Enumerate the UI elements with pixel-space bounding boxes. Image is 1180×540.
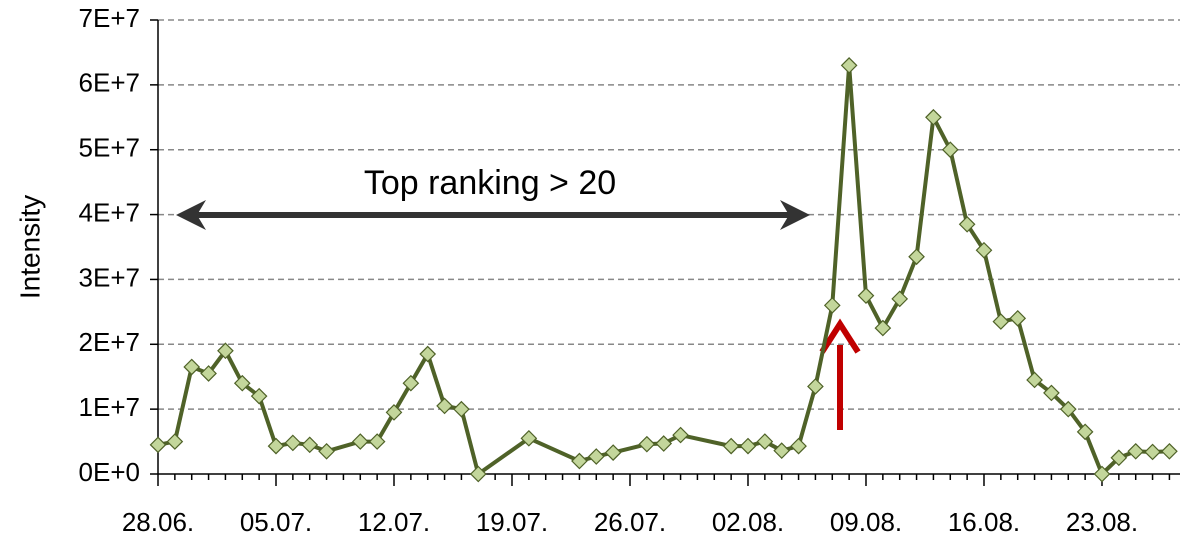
event-arrowhead [819, 318, 861, 354]
marker [975, 241, 993, 259]
x-tick-label: 12.07. [358, 507, 430, 537]
x-tick-label: 28.06. [122, 507, 194, 537]
x-tick-label: 02.08. [712, 507, 784, 537]
marker [200, 365, 217, 382]
y-tick-label: 5E+7 [79, 133, 140, 163]
line-segment [948, 147, 970, 227]
x-tick-label: 09.08. [830, 507, 902, 537]
line-segment [459, 407, 481, 476]
marker [1110, 449, 1128, 467]
marker [250, 387, 268, 405]
marker [773, 442, 791, 459]
marker [233, 374, 251, 392]
marker [183, 358, 201, 376]
marker [1043, 384, 1060, 402]
marker [419, 345, 437, 363]
marker [941, 141, 959, 159]
marker [1093, 465, 1111, 483]
marker [739, 437, 757, 455]
marker [638, 435, 656, 453]
line-segment [476, 436, 531, 476]
marker [756, 433, 774, 450]
line-segment [257, 394, 278, 449]
x-tick-label: 26.07. [594, 507, 666, 537]
marker [1059, 400, 1077, 418]
marker [1076, 423, 1094, 441]
marker [368, 433, 386, 450]
marker [149, 436, 167, 454]
annotation: Top ranking > 20 [364, 164, 616, 202]
y-axis-label: Intensity [14, 195, 45, 299]
marker [318, 442, 335, 460]
marker [1009, 309, 1027, 327]
line-segment [526, 436, 582, 464]
marker [722, 437, 740, 455]
marker [217, 342, 234, 360]
marker [284, 434, 302, 452]
marker [1127, 442, 1145, 460]
marker [655, 435, 673, 452]
marker [908, 248, 925, 266]
x-tick-label: 16.08. [948, 507, 1020, 537]
line-segment [796, 384, 818, 449]
marker [857, 287, 875, 304]
marker [402, 374, 420, 392]
line-segment [847, 63, 868, 298]
line-segment [830, 63, 852, 308]
line-segment [897, 254, 919, 301]
marker [992, 313, 1010, 330]
marker [840, 57, 858, 74]
marker [958, 215, 976, 233]
marker [385, 404, 403, 421]
line-segment [981, 248, 1003, 324]
line-segment [914, 115, 936, 259]
line-segment [678, 433, 734, 449]
y-tick-label: 4E+7 [79, 197, 140, 227]
x-tick-label: 05.07. [240, 507, 312, 537]
line-segment [172, 364, 194, 444]
y-tick-label: 7E+7 [79, 3, 140, 33]
marker [1026, 371, 1043, 389]
y-tick-label: 2E+7 [79, 327, 140, 357]
marker [891, 290, 909, 308]
y-tick-label: 3E+7 [79, 262, 140, 292]
y-tick-label: 6E+7 [79, 68, 140, 98]
marker [469, 465, 487, 483]
marker [571, 452, 588, 470]
marker [807, 378, 824, 395]
marker [453, 400, 470, 418]
marker [436, 397, 453, 415]
marker [301, 436, 319, 454]
y-tick-label: 1E+7 [79, 392, 140, 422]
marker [1161, 442, 1178, 460]
marker [1144, 443, 1161, 461]
marker [351, 433, 369, 450]
x-tick-label: 19.07. [476, 507, 548, 537]
marker [672, 426, 689, 444]
line-segment [425, 352, 447, 408]
marker [166, 433, 184, 450]
marker [520, 429, 538, 447]
line-segment [1015, 316, 1037, 382]
marker [790, 437, 807, 455]
y-tick-label: 0E+0 [79, 457, 140, 487]
x-tick-label: 23.08. [1066, 507, 1138, 537]
line-segment [813, 303, 835, 389]
marker [823, 297, 841, 314]
marker [587, 448, 605, 465]
marker [604, 444, 622, 461]
line-segment [1083, 429, 1104, 476]
marker [267, 437, 285, 455]
marker [874, 319, 892, 337]
marker [925, 108, 942, 126]
